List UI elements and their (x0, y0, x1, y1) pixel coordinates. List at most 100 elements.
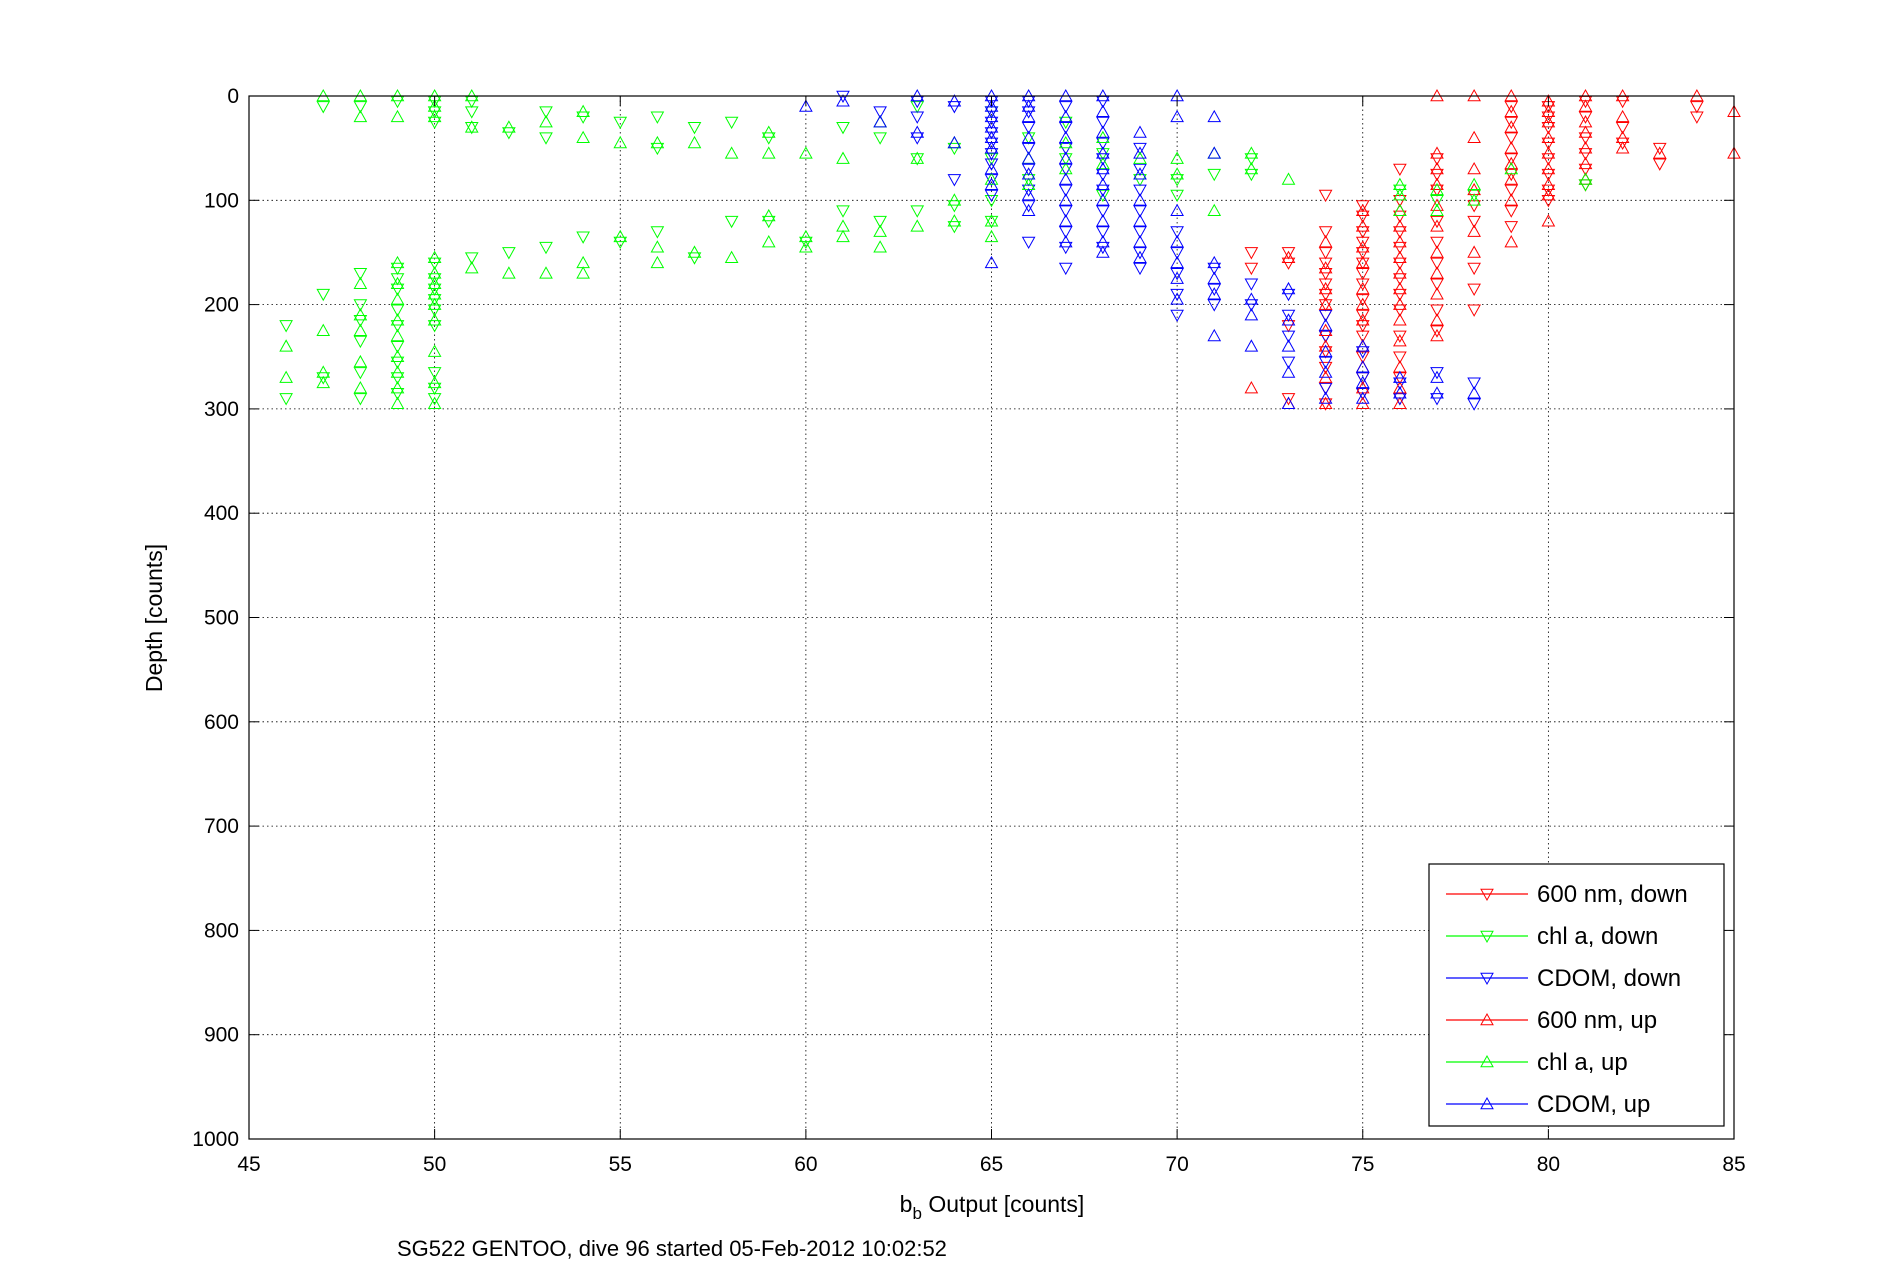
data-point (1318, 268, 1333, 281)
data-point (1355, 351, 1370, 364)
data-point (650, 255, 665, 269)
data-point (1133, 247, 1147, 260)
data-point (1430, 236, 1444, 250)
legend-marker (1480, 888, 1494, 902)
data-point (539, 132, 553, 145)
data-point (984, 148, 999, 161)
y-tick-label: 300 (204, 398, 239, 421)
data-point (1021, 121, 1036, 135)
data-point (1467, 262, 1481, 276)
data-point (947, 135, 962, 149)
data-point (1393, 334, 1407, 347)
data-point (1318, 189, 1333, 203)
data-point (464, 252, 479, 265)
data-point (464, 121, 479, 135)
data-point (1355, 375, 1370, 389)
data-point (390, 292, 405, 305)
legend-label: 600 nm, down (1537, 881, 1688, 908)
data-point (1615, 141, 1630, 154)
data-point (1244, 299, 1259, 312)
data-point (1170, 203, 1184, 217)
axis-ticks (248, 95, 1735, 1140)
data-point (1133, 142, 1147, 156)
data-point (1133, 262, 1147, 276)
data-point (427, 367, 442, 380)
y-tick-label: 200 (204, 294, 239, 317)
x-tick-label: 60 (794, 1153, 817, 1176)
data-point (836, 151, 850, 164)
x-tick-label: 50 (423, 1153, 446, 1176)
data-point (1467, 177, 1481, 190)
data-point (1430, 182, 1444, 196)
data-point (1578, 111, 1593, 124)
data-point (390, 356, 405, 369)
data-point (353, 314, 368, 328)
data-point (1652, 158, 1667, 171)
data-point (984, 127, 999, 140)
data-point (390, 341, 405, 354)
y-tick-label: 400 (204, 502, 239, 525)
data-point (1393, 386, 1407, 399)
data-point (1467, 224, 1481, 237)
data-point (1021, 203, 1036, 217)
legend-label: CDOM, down (1537, 965, 1681, 992)
data-point (1467, 386, 1481, 399)
data-point (1318, 361, 1333, 375)
data-point (1355, 313, 1370, 326)
data-point (1355, 226, 1370, 239)
data-point (1504, 104, 1519, 117)
data-point (1281, 172, 1296, 185)
data-point (947, 193, 962, 206)
data-point (1504, 101, 1519, 114)
data-point (984, 161, 999, 175)
data-point (836, 229, 850, 243)
data-point (1578, 132, 1593, 145)
data-point (910, 101, 925, 114)
data-point (353, 299, 368, 312)
data-point (984, 172, 999, 185)
data-point (1170, 167, 1184, 180)
data-point (1318, 330, 1333, 343)
data-point (650, 135, 665, 149)
x-tick-label: 80 (1537, 1153, 1560, 1176)
data-point (1615, 137, 1630, 150)
legend-marker (1480, 972, 1494, 986)
data-point (1207, 299, 1222, 312)
data-point (390, 349, 405, 363)
data-point (427, 375, 442, 389)
legend-marker (1480, 930, 1494, 944)
data-point (1504, 205, 1519, 218)
data-point (427, 273, 442, 286)
data-point (947, 214, 962, 227)
data-point (1021, 236, 1036, 250)
data-point (984, 174, 999, 187)
data-point (1393, 351, 1407, 364)
data-point (1207, 262, 1222, 276)
data-point (1021, 184, 1036, 197)
data-point (1393, 393, 1407, 406)
data-point (1058, 205, 1073, 218)
data-point (650, 142, 665, 156)
y-axis-label: Depth [counts] (141, 544, 167, 692)
data-point (1578, 156, 1593, 170)
data-point (1244, 168, 1259, 182)
data-point (910, 205, 925, 218)
data-point (984, 141, 999, 154)
data-point (1430, 219, 1444, 232)
data-point (390, 328, 405, 342)
data-point (947, 142, 962, 156)
data-point (1244, 278, 1259, 291)
data-point (1318, 278, 1333, 291)
data-point (799, 146, 813, 159)
legend: 600 nm, down chl a, down CDOM, down 600 nm,… (1428, 863, 1725, 1127)
data-point (427, 304, 442, 317)
data-point (1504, 172, 1519, 185)
data-point (984, 116, 999, 130)
data-point (1430, 367, 1444, 380)
data-point (316, 101, 331, 114)
data-point (761, 125, 776, 138)
data-point (1541, 168, 1556, 182)
data-point (316, 288, 331, 302)
data-point (1058, 151, 1073, 164)
data-point (1393, 234, 1407, 248)
